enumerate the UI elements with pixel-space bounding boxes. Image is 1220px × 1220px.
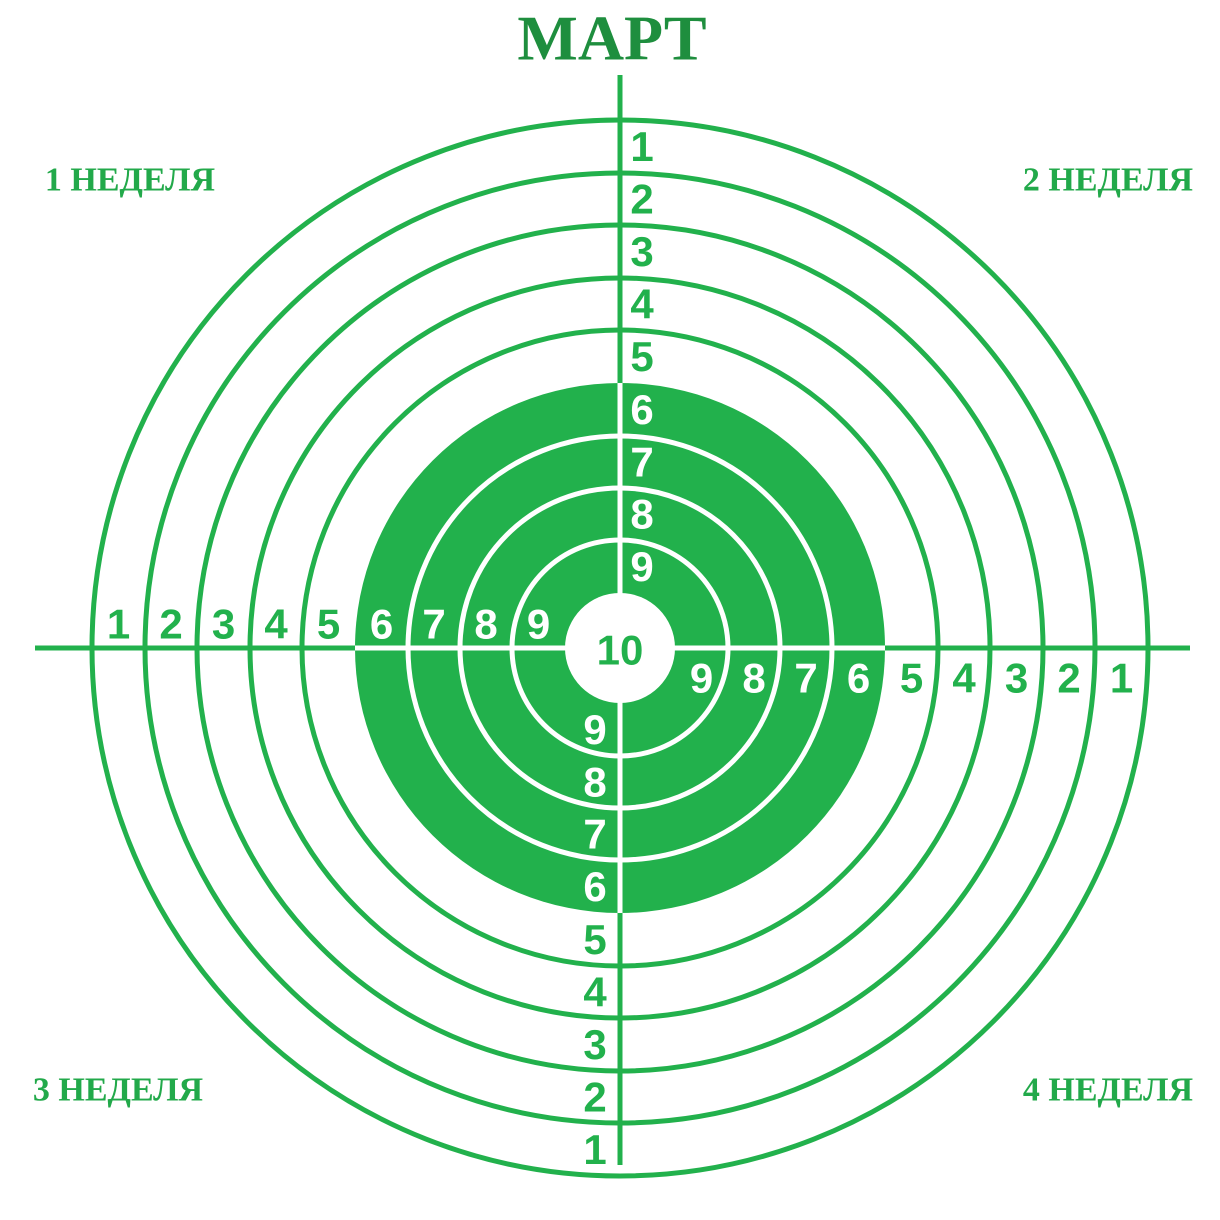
center-number: 10 — [597, 627, 644, 674]
ring-number: 5 — [583, 916, 606, 963]
title: МАРТ — [517, 3, 706, 74]
week-label: 1 НЕДЕЛЯ — [45, 162, 215, 199]
ring-number: 2 — [1057, 655, 1080, 702]
ring-number: 1 — [630, 123, 653, 170]
ring-number: 6 — [630, 386, 653, 433]
ring-number: 4 — [630, 281, 654, 328]
ring-number: 4 — [952, 655, 976, 702]
ring-number: 9 — [583, 706, 606, 753]
ring-number: 7 — [794, 655, 817, 702]
ring-number: 7 — [583, 811, 606, 858]
ring-number: 3 — [212, 601, 235, 648]
ring-number: 4 — [264, 601, 288, 648]
ring-number: 2 — [583, 1074, 606, 1121]
week-label: 4 НЕДЕЛЯ — [1023, 1072, 1193, 1109]
ring-number: 3 — [630, 228, 653, 275]
ring-number: 7 — [422, 601, 445, 648]
week-label: 2 НЕДЕЛЯ — [1023, 162, 1193, 199]
ring-number: 5 — [900, 655, 923, 702]
center-disk — [565, 593, 675, 703]
ring-number: 8 — [630, 491, 653, 538]
ring-number: 7 — [630, 439, 653, 486]
ring-number: 5 — [630, 333, 653, 380]
ring-number: 9 — [527, 601, 550, 648]
week-label: 3 НЕДЕЛЯ — [33, 1072, 203, 1109]
ring-number: 8 — [474, 601, 497, 648]
ring-number: 4 — [583, 969, 607, 1016]
ring-number: 6 — [583, 863, 606, 910]
ring-number: 1 — [1110, 655, 1133, 702]
ring-number: 6 — [370, 601, 393, 648]
ring-number: 9 — [690, 655, 713, 702]
ring-number: 9 — [630, 543, 653, 590]
ring-number: 3 — [583, 1021, 606, 1068]
ring-number: 8 — [583, 759, 606, 806]
ring-number: 6 — [847, 655, 870, 702]
ring-number: 2 — [159, 601, 182, 648]
ring-number: 8 — [742, 655, 765, 702]
ring-number: 5 — [317, 601, 340, 648]
ring-number: 3 — [1005, 655, 1028, 702]
ring-number: 1 — [583, 1126, 606, 1173]
ring-number: 1 — [107, 601, 130, 648]
ring-number: 2 — [630, 176, 653, 223]
